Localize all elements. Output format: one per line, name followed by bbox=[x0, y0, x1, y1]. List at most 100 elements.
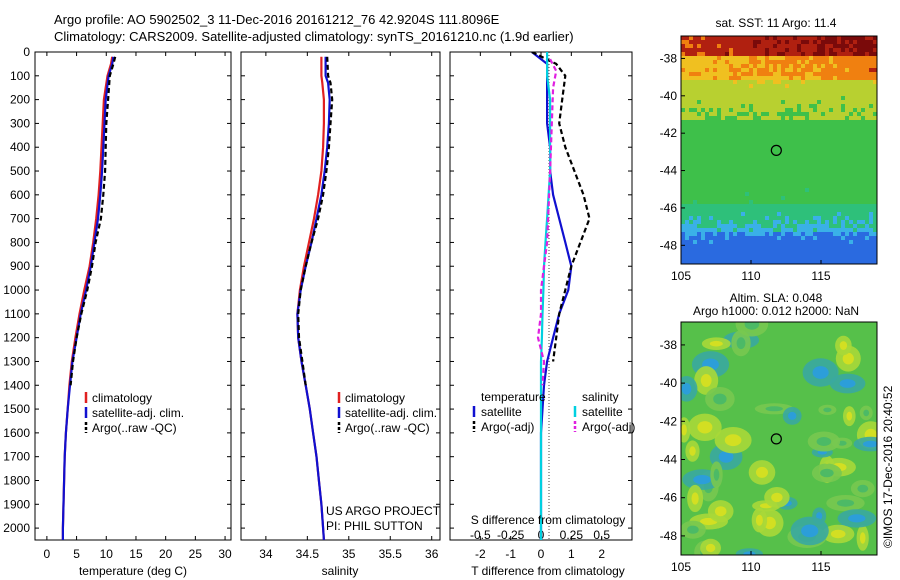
sst-cell bbox=[813, 136, 818, 141]
sst-cell bbox=[761, 72, 766, 77]
sst-cell bbox=[809, 196, 814, 201]
sst-cell bbox=[841, 156, 846, 161]
sst-cell bbox=[861, 148, 866, 153]
sst-cell bbox=[749, 132, 754, 137]
sst-cell bbox=[729, 124, 734, 129]
sst-cell bbox=[801, 184, 806, 189]
sst-cell bbox=[781, 248, 786, 253]
y-tick-label: 900 bbox=[10, 259, 30, 273]
sst-cell bbox=[725, 232, 730, 237]
sst-cell bbox=[713, 112, 718, 117]
sst-cell bbox=[829, 184, 834, 189]
sst-cell bbox=[813, 252, 818, 257]
sst-cell bbox=[753, 136, 758, 141]
sst-cell bbox=[701, 68, 706, 73]
sst-cell bbox=[725, 180, 730, 185]
sst-cell bbox=[709, 68, 714, 73]
sst-cell bbox=[821, 160, 826, 165]
sst-cell bbox=[769, 48, 774, 53]
sst-cell bbox=[801, 48, 806, 53]
sst-cell bbox=[813, 216, 818, 221]
sst-cell bbox=[753, 164, 758, 169]
sst-cell bbox=[825, 56, 830, 61]
sst-cell bbox=[845, 252, 850, 257]
sst-cell bbox=[857, 40, 862, 45]
sst-cell bbox=[809, 152, 814, 157]
sst-cell bbox=[821, 180, 826, 185]
sst-cell bbox=[801, 76, 806, 81]
sst-cell bbox=[825, 88, 830, 93]
sst-cell bbox=[733, 48, 738, 53]
sst-cell bbox=[685, 248, 690, 253]
sst-cell bbox=[705, 40, 710, 45]
sst-cell bbox=[757, 136, 762, 141]
sst-cell bbox=[749, 236, 754, 241]
sst-cell bbox=[809, 188, 814, 193]
sst-cell bbox=[817, 208, 822, 213]
sst-cell bbox=[753, 240, 758, 245]
sst-cell bbox=[697, 140, 702, 145]
sst-cell bbox=[825, 112, 830, 117]
sst-cell bbox=[757, 216, 762, 221]
sst-cell bbox=[685, 140, 690, 145]
sst-cell bbox=[721, 100, 726, 105]
sst-cell bbox=[745, 204, 750, 209]
sst-cell bbox=[681, 92, 686, 97]
sst-cell bbox=[713, 160, 718, 165]
sst-cell bbox=[833, 96, 838, 101]
difference-xlabel: T difference from climatology bbox=[471, 564, 625, 578]
y-tick-label: 0 bbox=[23, 45, 30, 59]
sst-cell bbox=[797, 120, 802, 125]
sst-cell bbox=[809, 52, 814, 57]
sst-cell bbox=[705, 60, 710, 65]
sst-cell bbox=[701, 176, 706, 181]
sst-cell bbox=[777, 68, 782, 73]
sst-cell bbox=[797, 116, 802, 121]
sst-cell bbox=[841, 260, 846, 264]
sst-cell bbox=[821, 80, 826, 85]
sst-cell bbox=[773, 120, 778, 125]
sst-cell bbox=[861, 216, 866, 221]
sst-cell bbox=[849, 144, 854, 149]
sst-cell bbox=[689, 100, 694, 105]
sst-cell bbox=[781, 232, 786, 237]
sst-cell bbox=[849, 176, 854, 181]
legend-label-argo: Argo(..raw -QC) bbox=[92, 421, 177, 435]
sst-cell bbox=[837, 236, 842, 241]
sst-cell bbox=[729, 188, 734, 193]
sst-cell bbox=[801, 144, 806, 149]
sst-cell bbox=[725, 244, 730, 249]
sst-cell bbox=[685, 156, 690, 161]
sst-cell bbox=[693, 132, 698, 137]
sst-cell bbox=[825, 204, 830, 209]
sst-cell bbox=[813, 192, 818, 197]
sla-anomaly-core bbox=[681, 383, 692, 395]
sst-cell bbox=[769, 140, 774, 145]
sst-cell bbox=[829, 124, 834, 129]
sst-cell bbox=[701, 120, 706, 125]
sst-cell bbox=[765, 168, 770, 173]
sst-cell bbox=[749, 92, 754, 97]
sst-cell bbox=[873, 80, 877, 85]
sst-cell bbox=[709, 64, 714, 69]
sst-cell bbox=[785, 244, 790, 249]
sst-cell bbox=[757, 92, 762, 97]
sst-cell bbox=[861, 220, 866, 225]
sst-cell bbox=[857, 52, 862, 57]
sst-cell bbox=[833, 128, 838, 133]
sst-cell bbox=[821, 248, 826, 253]
sst-cell bbox=[869, 44, 874, 49]
sst-cell bbox=[829, 228, 834, 233]
sst-cell bbox=[793, 52, 798, 57]
sst-cell bbox=[837, 76, 842, 81]
sst-cell bbox=[713, 236, 718, 241]
sst-cell bbox=[769, 180, 774, 185]
sst-cell bbox=[757, 156, 762, 161]
sst-cell bbox=[865, 60, 870, 65]
sst-cell bbox=[873, 84, 877, 89]
sst-cell bbox=[837, 40, 842, 45]
sst-cell bbox=[793, 100, 798, 105]
sst-cell bbox=[689, 128, 694, 133]
sst-cell bbox=[753, 152, 758, 157]
sst-cell bbox=[693, 124, 698, 129]
